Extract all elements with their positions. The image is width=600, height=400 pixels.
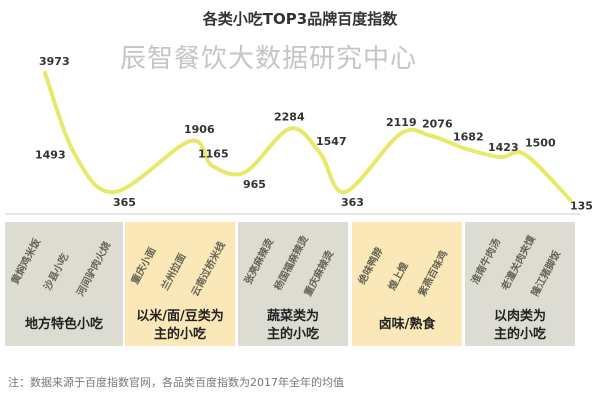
data-label: 365 [113,196,136,209]
data-point [343,190,347,194]
data-point [568,198,572,202]
data-label: 363 [341,196,364,209]
category-label: 主的小吃 [494,326,546,342]
data-point [318,151,322,155]
data-point [523,153,527,156]
data-point [398,132,402,136]
category-label: 卤味/熟食 [379,316,437,332]
category-box [352,222,462,346]
footnote: 注：数据来源于百度指数官网，各品类百度指数为2017年全年的均值 [8,376,344,389]
data-point [288,127,292,131]
chart-title: 各类小吃TOP3品牌百度指数 [202,10,398,28]
data-label: 965 [243,178,266,191]
category-box [5,222,123,346]
data-point [498,155,502,159]
data-label: 3973 [39,55,70,68]
data-point [43,71,47,75]
watermark: 辰智餐饮大数据研究中心 [120,44,418,74]
data-label: 1682 [453,130,484,143]
series-line [43,70,572,202]
category-box [238,222,348,346]
category-label: 主的小吃 [267,326,319,342]
data-label: 1165 [198,148,229,161]
data-label: 1906 [184,123,215,136]
category-label: 地方特色小吃 [25,316,103,332]
data-label: 1423 [488,141,519,154]
data-label: 1493 [35,149,66,162]
category-label: 以米/面/豆类为 [136,308,224,324]
data-label: 2119 [386,116,417,129]
category-label: 主的小吃 [154,326,206,342]
data-label: 2076 [422,117,453,130]
category-box [125,222,235,346]
data-point [428,133,432,137]
data-label: 1500 [525,137,556,150]
category-label: 以肉类为 [494,308,546,324]
data-point [463,146,467,150]
category-box [465,222,575,346]
data-label: 135 [570,200,593,213]
data-label: 1547 [316,135,347,148]
data-point [113,190,117,194]
data-point [188,139,192,143]
data-point [73,153,77,157]
category-label: 蔬菜类为 [267,308,319,324]
data-point [243,170,247,174]
data-label: 2284 [274,111,305,124]
data-point [210,164,214,168]
